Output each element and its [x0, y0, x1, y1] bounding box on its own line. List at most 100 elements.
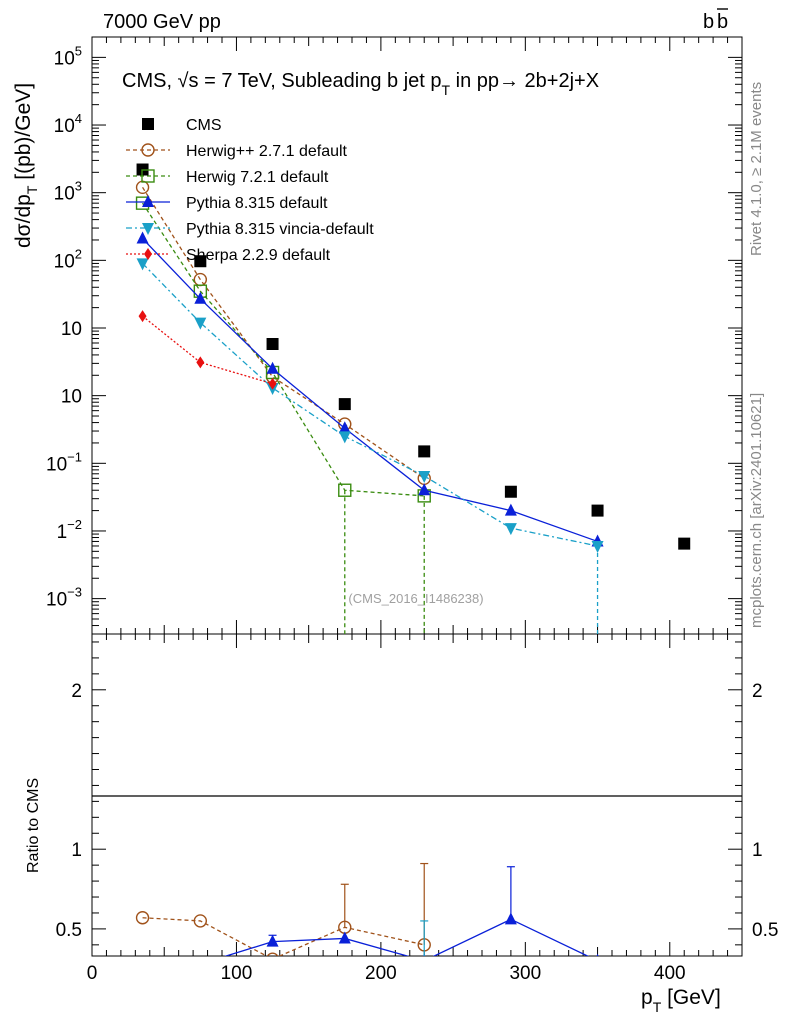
- y-tick-base: 1: [57, 522, 68, 543]
- y-tick-label: 10−1: [46, 449, 82, 475]
- x-axis-label-unit: [GeV]: [661, 986, 721, 1009]
- header-left: 7000 GeV pp: [103, 11, 221, 33]
- axis-ticks: 0 100 200 300 40010−31−210−11010102103104105…: [46, 36, 778, 984]
- y-tick-label: 1−2: [57, 517, 82, 543]
- series-2: [135, 196, 431, 503]
- data-point: [338, 421, 351, 434]
- ratio-point: [596, 953, 599, 956]
- ratio-plot-area: [135, 862, 599, 998]
- data-point: [136, 258, 149, 271]
- chart-title-sub: T: [442, 82, 451, 98]
- ratio-point: [194, 957, 206, 969]
- series-line: [142, 262, 598, 547]
- legend-item: Herwig++ 2.7.1 default: [126, 143, 348, 160]
- legend-marker: [141, 143, 155, 157]
- y-tick-exp: 5: [75, 43, 82, 58]
- legend: CMS Herwig++ 2.7.1 default Herwig 7.2.1 de…: [126, 117, 374, 264]
- y-tick-base: 10: [46, 590, 67, 611]
- ratio-point: [137, 986, 149, 998]
- legend-label: Pythia 8.315 vincia-default: [186, 221, 374, 238]
- y-tick-label: 10: [61, 319, 82, 340]
- legend-label: Herwig++ 2.7.1 default: [186, 143, 348, 160]
- data-point: [504, 523, 517, 536]
- chart-title-main: CMS, √s = 7 TeV, Subleading b jet p: [122, 70, 442, 92]
- y-tick-exp: −1: [67, 449, 82, 464]
- legend-label: CMS: [186, 117, 222, 134]
- legend-item: Pythia 8.315 vincia-default: [126, 221, 374, 238]
- ratio-line: [142, 917, 425, 956]
- y-tick-base: 10: [54, 251, 75, 272]
- main-series-group: [135, 163, 691, 634]
- legend-marker: [142, 118, 154, 130]
- y-tick-base: 10: [54, 48, 75, 69]
- y-axis-label: dσ/dpT [(pb)/GeV]: [12, 83, 40, 248]
- data-point: [194, 317, 207, 330]
- ratio-point: [135, 911, 150, 925]
- series-line: [142, 186, 425, 479]
- y-tick-label: 104: [54, 111, 82, 137]
- ratio-frame: [91, 633, 743, 957]
- data-point: [138, 310, 147, 323]
- x-axis-label-main: p: [641, 986, 653, 1009]
- y-tick-exp: 2: [75, 246, 82, 261]
- y-tick-exp: 3: [75, 179, 82, 194]
- ratio-tick-label: 0.5: [56, 920, 82, 941]
- x-tick-label: 200: [365, 963, 397, 984]
- series-5: [138, 310, 277, 390]
- data-point: [338, 431, 351, 444]
- side-label-top: Rivet 4.1.0, ≥ 2.1M events: [748, 82, 765, 256]
- data-point: [338, 483, 352, 497]
- data-point: [418, 445, 431, 458]
- legend-item: Pythia 8.315 default: [126, 195, 328, 212]
- y-tick-label: 105: [54, 43, 82, 69]
- side-label-bottom: mcplots.cern.ch [arXiv:2401.10621]: [748, 393, 765, 628]
- watermark: (CMS_2016_I1486238): [348, 591, 483, 606]
- header-right: b b: [703, 8, 728, 33]
- series-3: [136, 231, 604, 547]
- y-tick-base: 10: [54, 116, 75, 137]
- legend-marker: [142, 195, 154, 207]
- data-point: [504, 485, 517, 498]
- legend-item: Herwig 7.2.1 default: [126, 169, 329, 186]
- ratio-tick-label-right: 2: [752, 681, 763, 702]
- y-tick-label: 10: [61, 387, 82, 408]
- x-tick-label: 300: [509, 963, 541, 984]
- x-tick-label: 400: [654, 963, 686, 984]
- x-axis-label: pT [GeV]: [641, 986, 721, 1015]
- y-tick-exp: −3: [67, 585, 82, 600]
- legend-label: Sherpa 2.2.9 default: [186, 247, 331, 264]
- data-point: [678, 537, 691, 550]
- ratio-series-group: [135, 862, 599, 998]
- legend-label: Pythia 8.315 default: [186, 195, 328, 212]
- data-point: [136, 231, 149, 244]
- ratio-point: [338, 931, 351, 944]
- ratio-tick-label: 1: [71, 840, 82, 861]
- data-point: [418, 470, 431, 483]
- data-point: [268, 377, 277, 390]
- series-line: [142, 202, 425, 497]
- ratio-tick-label-right: 0.5: [752, 920, 778, 941]
- y-tick-exp: 4: [75, 111, 82, 126]
- x-tick-label: 0: [87, 963, 98, 984]
- y-tick-label: 102: [54, 246, 82, 272]
- data-point: [418, 483, 431, 496]
- data-point: [504, 503, 517, 516]
- ratio-point: [266, 952, 279, 956]
- data-point: [266, 338, 279, 351]
- data-point: [591, 504, 604, 517]
- series-0: [136, 163, 691, 550]
- data-point: [266, 361, 279, 374]
- y-tick-exp: −2: [67, 517, 82, 532]
- series-4: [136, 258, 604, 553]
- ratio-point: [193, 914, 208, 928]
- header-right-b: b: [703, 11, 714, 33]
- legend-item: CMS: [142, 117, 222, 134]
- y-tick-label: 10−3: [46, 585, 82, 611]
- y-tick-base: 10: [54, 184, 75, 205]
- y-axis-label-sub: T: [24, 185, 40, 194]
- data-point: [338, 398, 351, 411]
- legend-marker: [142, 223, 154, 235]
- ratio-series-3: [137, 912, 599, 998]
- data-point: [196, 356, 205, 369]
